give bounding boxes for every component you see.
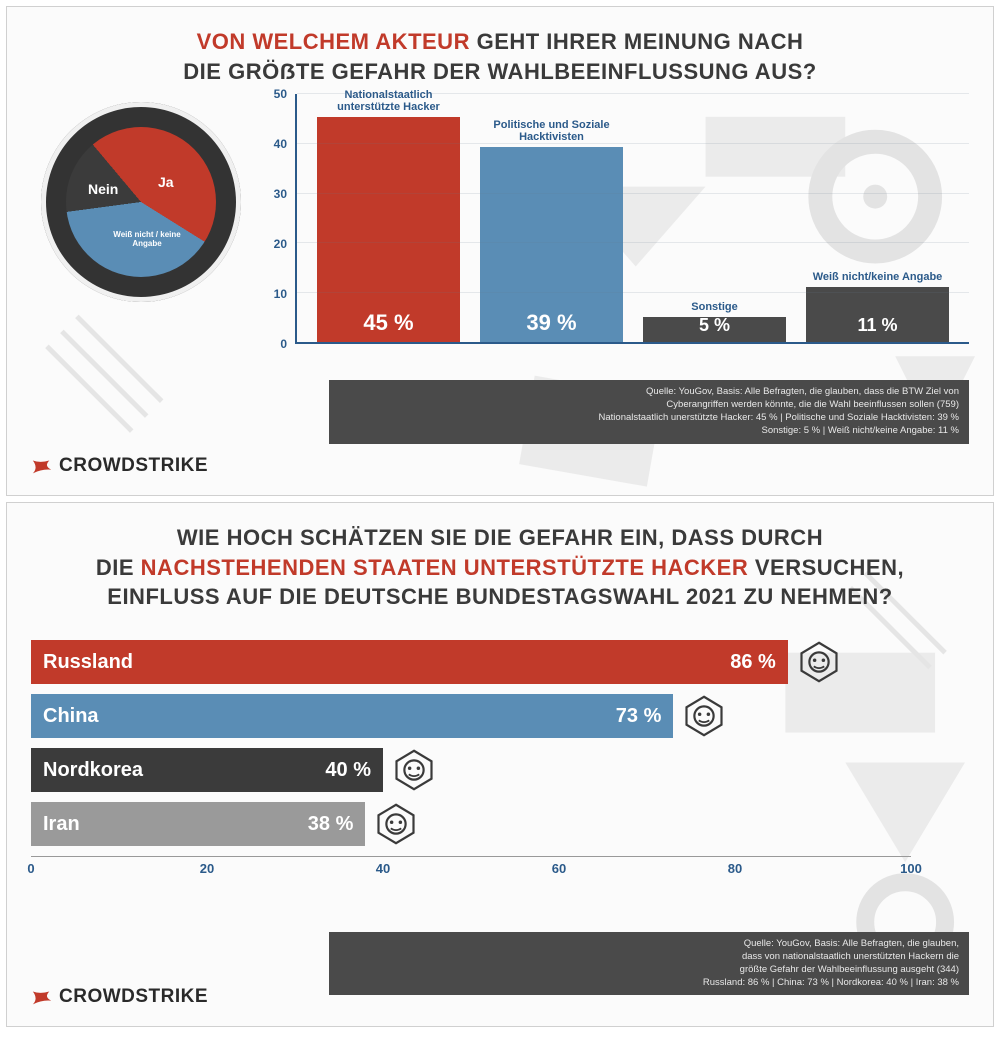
panda-icon	[683, 695, 725, 737]
bar-category-label: Sonstige	[691, 285, 737, 313]
hbar-name: Nordkorea	[43, 759, 143, 782]
y-tick: 10	[274, 287, 287, 301]
bar: 11 %	[806, 287, 949, 342]
panel2-title: WIE HOCH SCHÄTZEN SIE DIE GEFAHR EIN, DA…	[31, 523, 969, 612]
y-tick: 20	[274, 237, 287, 251]
crowdstrike-logo: CROWDSTRIKE	[31, 455, 208, 477]
hbar: Russland 86 %	[31, 640, 788, 684]
bar-group: Weiß nicht/keine Angabe 11 %	[806, 255, 949, 342]
y-tick: 0	[280, 337, 287, 351]
bar-group: Sonstige5 %	[643, 285, 786, 342]
horizontal-bar-chart: Russland 86 % China 73 % Nordkorea 40 % Iran 38…	[31, 640, 969, 926]
hbar-row: China 73 %	[31, 694, 969, 738]
bar-value-label: 5 %	[643, 315, 786, 336]
hbar: Iran 38 %	[31, 802, 365, 846]
x-tick: 60	[552, 861, 566, 876]
kitten-icon	[375, 803, 417, 845]
pie-slice-label: Weiß nicht / keine Angabe	[112, 231, 182, 249]
hbar: China 73 %	[31, 694, 673, 738]
bar: 45 %	[317, 117, 460, 342]
bar-category-label: Nationalstaatlich unterstützte Hacker	[317, 85, 460, 113]
hbar-value: 40 %	[325, 759, 371, 782]
bar-category-label: Weiß nicht/keine Angabe	[813, 255, 943, 283]
vertical-bar-chart: 01020304050 Nationalstaatlich unterstütz…	[261, 94, 969, 374]
bar-value-label: 39 %	[480, 310, 623, 336]
x-tick: 20	[200, 861, 214, 876]
hbar-name: China	[43, 705, 99, 728]
bar-category-label: Politische und Soziale Hacktivisten	[480, 115, 623, 143]
bar-value-label: 45 %	[317, 310, 460, 336]
bear-icon	[798, 641, 840, 683]
hbar-row: Nordkorea 40 %	[31, 748, 969, 792]
bar-group: Politische und Soziale Hacktivisten 39 %	[480, 115, 623, 342]
bar: 39 %	[480, 147, 623, 342]
y-tick: 50	[274, 87, 287, 101]
hbar-row: Iran 38 %	[31, 802, 969, 846]
y-tick: 30	[274, 187, 287, 201]
panel2-source: Quelle: YouGov, Basis: Alle Befragten, d…	[329, 932, 969, 995]
hbar-value: 38 %	[308, 813, 354, 836]
hbar-row: Russland 86 %	[31, 640, 969, 684]
hbar: Nordkorea 40 %	[31, 748, 383, 792]
hbar-value: 86 %	[730, 651, 776, 674]
hbar-name: Russland	[43, 651, 133, 674]
x-tick: 40	[376, 861, 390, 876]
panel1-source: Quelle: YouGov, Basis: Alle Befragten, d…	[329, 380, 969, 443]
bar-value-label: 11 %	[806, 315, 949, 336]
hbar-name: Iran	[43, 813, 80, 836]
logo-text: CROWDSTRIKE	[59, 455, 208, 477]
bar: 5 %	[643, 317, 786, 342]
pie-slice-label: Ja	[158, 175, 174, 190]
hbar-value: 73 %	[616, 705, 662, 728]
y-tick: 40	[274, 137, 287, 151]
panel-bottom: WIE HOCH SCHÄTZEN SIE DIE GEFAHR EIN, DA…	[6, 502, 994, 1027]
title-highlight: VON WELCHEM AKTEUR	[197, 29, 470, 54]
pie-slice-label: Nein	[88, 182, 118, 197]
pie-chart: Ja Nein Weiß nicht / keine Angabe	[31, 94, 251, 314]
panel1-title: VON WELCHEM AKTEUR GEHT IHRER MEINUNG NA…	[31, 27, 969, 86]
chollima-icon	[393, 749, 435, 791]
x-tick: 100	[900, 861, 922, 876]
panel-top: VON WELCHEM AKTEUR GEHT IHRER MEINUNG NA…	[6, 6, 994, 496]
x-tick: 80	[728, 861, 742, 876]
x-tick: 0	[27, 861, 34, 876]
falcon-icon	[31, 455, 53, 477]
bar-group: Nationalstaatlich unterstützte Hacker 45 …	[317, 85, 460, 342]
